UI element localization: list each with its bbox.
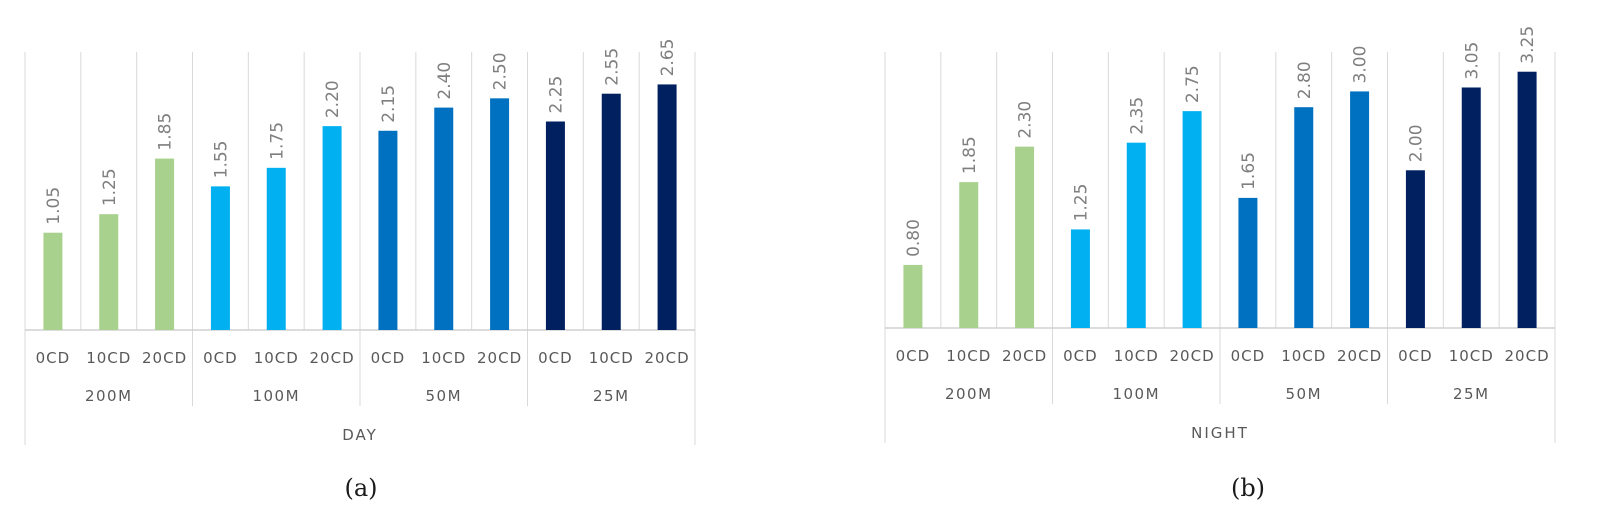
bar-25M-10CD: [1461, 87, 1481, 328]
value-label: 2.15: [379, 85, 399, 123]
category-label: 0CD: [36, 349, 71, 367]
category-label: 20CD: [142, 349, 187, 367]
category-label: 20CD: [1505, 347, 1550, 365]
value-label: 2.75: [1183, 65, 1203, 103]
bar-100M-10CD: [266, 167, 286, 330]
category-label: 20CD: [1337, 347, 1382, 365]
bar-25M-20CD: [657, 84, 677, 330]
value-label: 1.55: [211, 141, 231, 179]
bar-200M-0CD: [43, 232, 63, 330]
value-label: 2.25: [546, 76, 566, 114]
bar-200M-10CD: [959, 182, 979, 328]
value-label: 2.65: [658, 39, 678, 77]
category-label: 20CD: [477, 349, 522, 367]
category-label: 0CD: [203, 349, 238, 367]
value-label: 2.40: [435, 62, 455, 100]
bar-200M-0CD: [903, 264, 923, 328]
bar-200M-20CD: [155, 158, 175, 330]
value-label: 2.80: [1295, 61, 1315, 99]
bar-50M-0CD: [1238, 197, 1258, 328]
category-label: 10CD: [1281, 347, 1326, 365]
value-label: 2.35: [1127, 97, 1147, 135]
bar-50M-20CD: [490, 98, 510, 330]
bar-25M-20CD: [1517, 71, 1537, 328]
group-label: 100M: [252, 387, 300, 405]
value-label: 1.75: [267, 122, 287, 160]
category-label: 10CD: [946, 347, 991, 365]
bar-25M-0CD: [1405, 170, 1425, 328]
category-label: 10CD: [254, 349, 299, 367]
value-label: 1.85: [960, 136, 980, 174]
bar-25M-10CD: [601, 93, 621, 330]
value-label: 0.80: [904, 219, 924, 257]
category-label: 20CD: [1170, 347, 1215, 365]
group-label: 200M: [85, 387, 133, 405]
value-label: 3.05: [1462, 42, 1482, 80]
group-label: 25M: [593, 387, 630, 405]
category-label: 0CD: [1231, 347, 1266, 365]
value-label: 2.30: [1016, 101, 1036, 139]
value-label: 2.00: [1406, 124, 1426, 162]
bar-200M-20CD: [1015, 146, 1035, 328]
value-label: 1.05: [44, 187, 64, 225]
chart-day: 1.05 0CD 1.25 10CD 1.85 20CD 200M 1.55 0CD 1.75 10…: [24, 39, 696, 445]
bar-50M-10CD: [434, 107, 454, 330]
category-label: 20CD: [310, 349, 355, 367]
chart-night: 0.80 0CD 1.85 10CD 2.30 20CD 200M 1.25 0CD 2.35 10…: [884, 26, 1556, 443]
caption-a: (a): [344, 474, 377, 502]
bar-100M-20CD: [1182, 111, 1202, 329]
category-label: 0CD: [371, 349, 406, 367]
group-label: 50M: [1285, 385, 1322, 403]
group-label: 100M: [1112, 385, 1160, 403]
period-label: NIGHT: [1191, 424, 1249, 442]
value-label: 1.85: [156, 113, 176, 151]
bar-100M-0CD: [210, 186, 230, 330]
bar-200M-10CD: [99, 214, 119, 330]
category-label: 20CD: [1002, 347, 1047, 365]
bar-50M-10CD: [1294, 107, 1314, 328]
category-label: 10CD: [1114, 347, 1159, 365]
category-label: 10CD: [86, 349, 131, 367]
value-label: 1.25: [100, 168, 120, 206]
period-label: DAY: [342, 426, 378, 444]
group-label: 200M: [945, 385, 993, 403]
bar-25M-0CD: [545, 121, 565, 330]
value-label: 2.55: [602, 48, 622, 86]
bar-100M-10CD: [1126, 142, 1146, 328]
value-label: 3.25: [1518, 26, 1538, 64]
value-label: 3.00: [1351, 46, 1371, 84]
category-label: 0CD: [1063, 347, 1098, 365]
value-label: 2.50: [491, 52, 511, 90]
category-label: 10CD: [1449, 347, 1494, 365]
category-label: 10CD: [589, 349, 634, 367]
bar-50M-0CD: [378, 130, 398, 330]
category-label: 0CD: [538, 349, 573, 367]
category-label: 20CD: [645, 349, 690, 367]
caption-b: (b): [1231, 474, 1265, 502]
group-label: 25M: [1453, 385, 1490, 403]
group-label: 50M: [425, 387, 462, 405]
bar-100M-20CD: [322, 126, 342, 330]
category-label: 10CD: [421, 349, 466, 367]
value-label: 1.65: [1239, 152, 1259, 190]
category-label: 0CD: [896, 347, 931, 365]
category-label: 0CD: [1398, 347, 1433, 365]
value-label: 2.20: [323, 80, 343, 118]
bar-50M-20CD: [1350, 91, 1370, 328]
bar-100M-0CD: [1070, 229, 1090, 328]
value-label: 1.25: [1071, 184, 1091, 222]
